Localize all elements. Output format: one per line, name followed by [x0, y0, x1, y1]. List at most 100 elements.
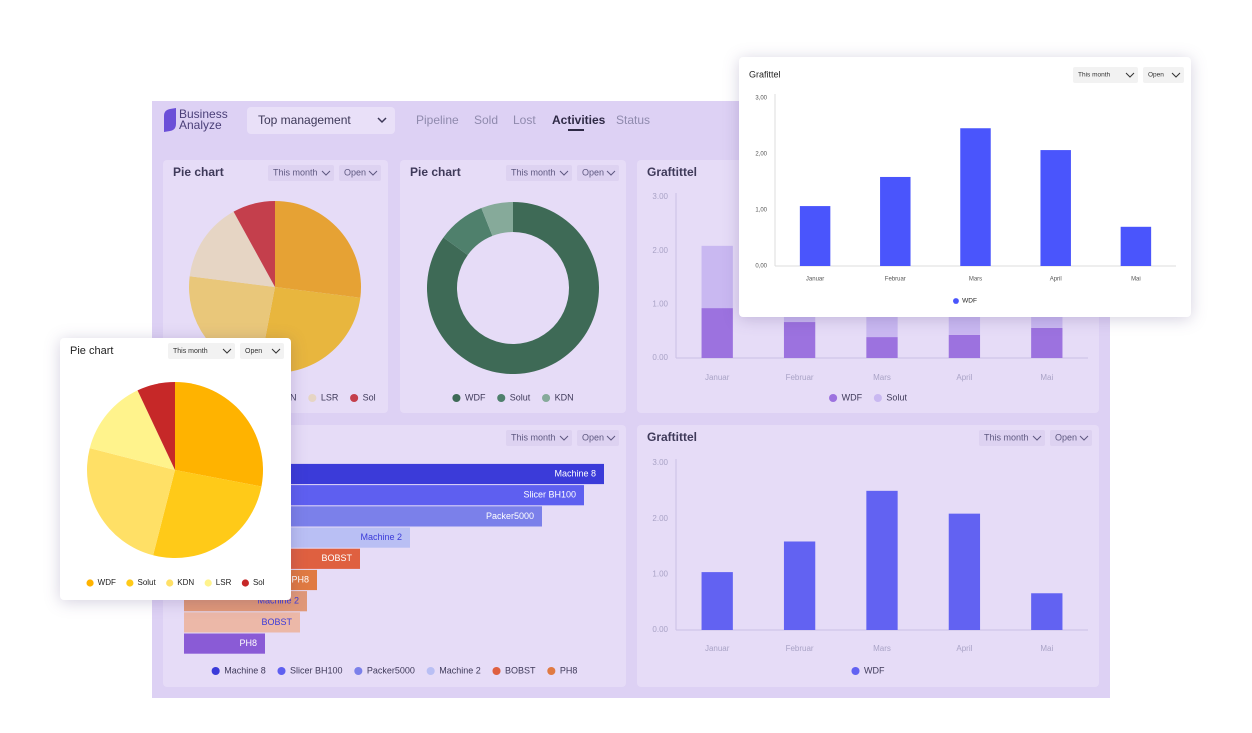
nav-tab[interactable]: Sold	[474, 113, 498, 127]
x-tick-label: Mai	[1131, 277, 1141, 283]
pie-slice	[275, 201, 361, 298]
dropdown-label[interactable]: Open	[582, 167, 604, 177]
legend-label: LSR	[216, 578, 232, 587]
dropdown-label[interactable]: This month	[984, 432, 1029, 442]
bar	[1040, 150, 1071, 266]
bar	[184, 612, 300, 633]
nav-tab[interactable]: Activities	[552, 113, 606, 127]
pie-slice	[175, 382, 263, 487]
legend-swatch	[542, 393, 551, 403]
bar	[783, 541, 816, 630]
legend-swatch	[354, 666, 363, 676]
legend-label: Solut	[510, 392, 531, 402]
logo-text: Analyze	[179, 118, 222, 132]
legend: WDF Solut KDN LSR Sol	[86, 578, 265, 587]
dropdown-label[interactable]: Top management	[258, 113, 351, 127]
dropdown-label[interactable]: Open	[1148, 72, 1164, 79]
bar	[184, 633, 265, 654]
y-tick-label: 3.00	[652, 192, 668, 201]
y-tick-label: 0,00	[755, 264, 767, 270]
nav-tab[interactable]: Pipeline	[416, 113, 459, 127]
bar	[799, 206, 831, 266]
card-title: Grafittel	[749, 69, 781, 79]
x-tick-label: Januar	[705, 373, 730, 382]
chevron	[222, 348, 232, 354]
x-tick-label: Mars	[969, 277, 982, 283]
legend-swatch	[308, 393, 317, 403]
chevron	[559, 170, 569, 176]
bar-label: BOBST	[261, 617, 292, 627]
legend: Machine 8 Slicer BH100 Packer5000 Machine 2…	[211, 665, 577, 676]
x-tick-label: Mars	[873, 644, 891, 653]
nav-tab[interactable]: Lost	[513, 113, 536, 127]
legend-label: Slicer BH100	[290, 665, 343, 675]
y-tick-label: 1.00	[652, 299, 668, 308]
dropdown-label[interactable]: This month	[173, 348, 208, 355]
dropdown-label[interactable]: Open	[245, 348, 262, 355]
active-underline	[568, 129, 584, 131]
legend-swatch	[497, 393, 506, 403]
dropdown[interactable]	[506, 165, 572, 181]
pie-slice	[427, 202, 600, 374]
card-title: Pie chart	[70, 345, 113, 357]
bar-label: BOBST	[321, 553, 352, 563]
x-tick-label: Mars	[873, 373, 891, 382]
chevron	[368, 170, 378, 176]
dropdown-label[interactable]: Open	[344, 167, 366, 177]
dropdown[interactable]	[168, 343, 235, 359]
x-tick-label: Februar	[885, 277, 906, 283]
pie-slice	[233, 201, 275, 287]
dropdown-label[interactable]: Open	[1055, 432, 1077, 442]
y-tick-label: 2.00	[652, 246, 668, 255]
legend: WDF Solut KDN	[452, 392, 574, 403]
pie-slice	[481, 202, 513, 236]
bar-label: Packer5000	[486, 511, 534, 521]
x-tick-label: Mai	[1040, 644, 1053, 653]
dropdown[interactable]	[1050, 430, 1092, 446]
dropdown[interactable]	[1143, 67, 1184, 83]
dropdown-label[interactable]: This month	[1078, 72, 1111, 79]
dropdown[interactable]	[247, 107, 395, 134]
nav-tab[interactable]: Status	[616, 113, 650, 127]
dropdown[interactable]	[268, 165, 334, 181]
dropdown[interactable]	[577, 165, 619, 181]
legend-label: LSR	[321, 392, 339, 402]
bar	[960, 128, 991, 266]
dropdown[interactable]	[1073, 67, 1138, 83]
bar	[880, 176, 911, 266]
legend-label: WDF	[98, 578, 116, 587]
y-tick-label: 0.00	[652, 625, 668, 634]
x-tick-label: Januar	[705, 644, 730, 653]
chevron	[606, 435, 616, 441]
x-tick-label: Januar	[806, 277, 824, 283]
legend-label: WDF	[864, 665, 885, 675]
legend-label: Machine 2	[439, 665, 481, 675]
y-tick-label: 3,00	[755, 96, 767, 102]
dropdown[interactable]	[979, 430, 1045, 446]
y-tick-label: 2.00	[652, 514, 668, 523]
dropdown-label[interactable]: This month	[511, 167, 556, 177]
dropdown-label[interactable]: This month	[511, 432, 556, 442]
bar-label: PH8	[291, 574, 309, 584]
dropdown-label[interactable]: This month	[273, 167, 318, 177]
legend: WDF Solut	[829, 392, 907, 402]
bar	[701, 308, 733, 358]
legend-swatch	[211, 666, 220, 676]
dropdown[interactable]	[577, 430, 619, 446]
dropdown[interactable]	[506, 430, 572, 446]
logo-icon	[164, 108, 176, 132]
legend-swatch	[126, 579, 134, 587]
pie-slice	[443, 208, 493, 256]
chevron	[1032, 435, 1042, 441]
dropdown-label[interactable]: Open	[582, 432, 604, 442]
dropdown[interactable]	[240, 343, 284, 359]
legend-swatch	[86, 579, 94, 587]
dropdown[interactable]	[339, 165, 381, 181]
bar	[1120, 226, 1152, 266]
chevron	[321, 170, 331, 176]
legend: WDF	[953, 298, 977, 305]
chevron	[271, 348, 281, 354]
chevron	[559, 435, 569, 441]
